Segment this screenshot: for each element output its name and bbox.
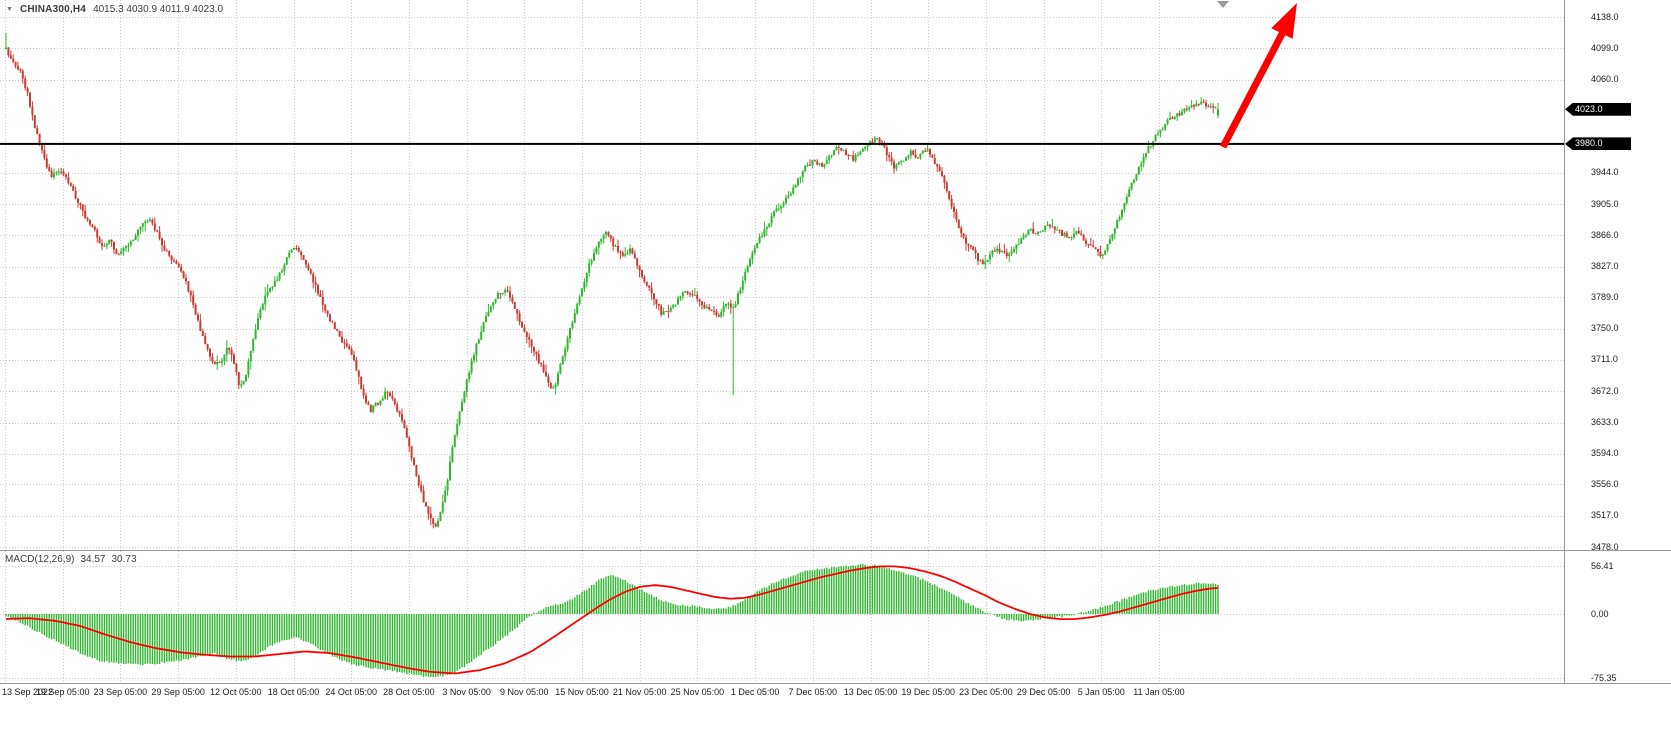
time-axis-label: 9 Nov 05:00 <box>500 687 549 697</box>
price-axis[interactable]: 4023.0 3980.0 4138.0 4099.0 4060.0 3944.0 39… <box>1565 0 1671 683</box>
price-axis-label: 3711.0 <box>1591 354 1618 365</box>
price-axis-label: 3594.0 <box>1591 448 1619 459</box>
price-chart-canvas[interactable] <box>0 0 1564 550</box>
price-axis-separator <box>1564 0 1565 683</box>
pane-separator[interactable] <box>0 550 1671 551</box>
price-axis-label: 3556.0 <box>1591 478 1619 489</box>
macd-header: MACD(12,26,9) 34.57 30.73 <box>5 554 137 565</box>
price-axis-label: 4138.0 <box>1591 11 1619 22</box>
macd-signal-line <box>5 565 1219 675</box>
macd-indicator-canvas[interactable] <box>0 551 1564 683</box>
time-axis-label: 11 Jan 05:00 <box>1133 687 1185 697</box>
price-axis-label: 3750.0 <box>1591 323 1619 334</box>
time-axis-label: 12 Oct 05:00 <box>210 687 262 697</box>
macd-main-value: 34.57 <box>80 554 106 565</box>
time-axis-label: 15 Nov 05:00 <box>555 687 609 697</box>
chart-shift-marker-icon <box>1217 1 1229 8</box>
time-axis-separator <box>0 683 1671 684</box>
time-axis-label: 19 Sep 05:00 <box>35 687 90 697</box>
price-axis-label: 3633.0 <box>1591 417 1619 427</box>
time-axis-label: 25 Nov 05:00 <box>670 687 725 697</box>
time-axis-label: 5 Jan 05:00 <box>1077 687 1125 697</box>
time-axis-label: 28 Oct 05:00 <box>383 687 435 697</box>
time-axis-label: 29 Sep 05:00 <box>151 687 205 697</box>
chart-header: ▼ CHINA300,H4 4015.3 4030.9 4011.9 4023.… <box>6 4 223 15</box>
current-price-tag: 4023.0 <box>1565 102 1631 116</box>
price-axis-label: 3827.0 <box>1591 261 1619 272</box>
time-axis-label: 3 Nov 05:00 <box>442 687 491 697</box>
trend-arrow-head[interactable] <box>1271 3 1297 39</box>
time-axis-label: 19 Dec 05:00 <box>901 687 955 697</box>
time-axis-label: 1 Dec 05:00 <box>730 687 780 697</box>
price-axis-label: 3672.0 <box>1591 385 1619 396</box>
price-axis-label: 3517.0 <box>1591 510 1619 521</box>
price-axis-label: 4060.0 <box>1591 74 1619 85</box>
time-axis-label: 13 Dec 05:00 <box>843 687 898 697</box>
indicator-axis-label: 56.41 <box>1591 560 1614 571</box>
price-axis-label: 3905.0 <box>1591 198 1619 209</box>
price-axis-label: 3866.0 <box>1591 229 1619 240</box>
price-axis-label: 3478.0 <box>1591 541 1619 552</box>
ohlc-values: 4015.3 4030.9 4011.9 4023.0 <box>93 4 223 15</box>
time-axis[interactable]: 13 Sep 2022 19 Sep 05:00 23 Sep 05:00 29 Se… <box>0 686 1671 700</box>
time-axis-label: 7 Dec 05:00 <box>788 687 838 697</box>
horizontal-level-line[interactable] <box>0 142 1564 145</box>
time-axis-label: 13 Sep 2022 <box>2 687 54 697</box>
time-axis-label: 23 Sep 05:00 <box>93 687 148 697</box>
time-axis-label: 21 Nov 05:00 <box>612 687 667 697</box>
symbol-dropdown-icon[interactable]: ▼ <box>6 6 13 13</box>
price-axis-label: 3789.0 <box>1591 291 1619 302</box>
hline-price-tag: 3980.0 <box>1565 137 1631 151</box>
macd-signal-value: 30.73 <box>111 554 137 565</box>
price-axis-label: 3944.0 <box>1591 167 1619 178</box>
time-axis-label: 18 Oct 05:00 <box>267 687 320 697</box>
symbol-timeframe-label: CHINA300,H4 <box>19 4 87 15</box>
time-axis-label: 23 Dec 05:00 <box>959 687 1013 697</box>
price-axis-label: 4099.0 <box>1591 42 1619 53</box>
indicator-axis-label: -75.35 <box>1591 672 1617 683</box>
trend-arrow-shaft[interactable] <box>1219 28 1288 149</box>
macd-label: MACD(12,26,9) <box>5 554 75 565</box>
time-axis-label: 29 Dec 05:00 <box>1016 687 1071 697</box>
time-axis-label: 24 Oct 05:00 <box>325 687 377 697</box>
indicator-axis-label: 0.00 <box>1591 608 1609 619</box>
